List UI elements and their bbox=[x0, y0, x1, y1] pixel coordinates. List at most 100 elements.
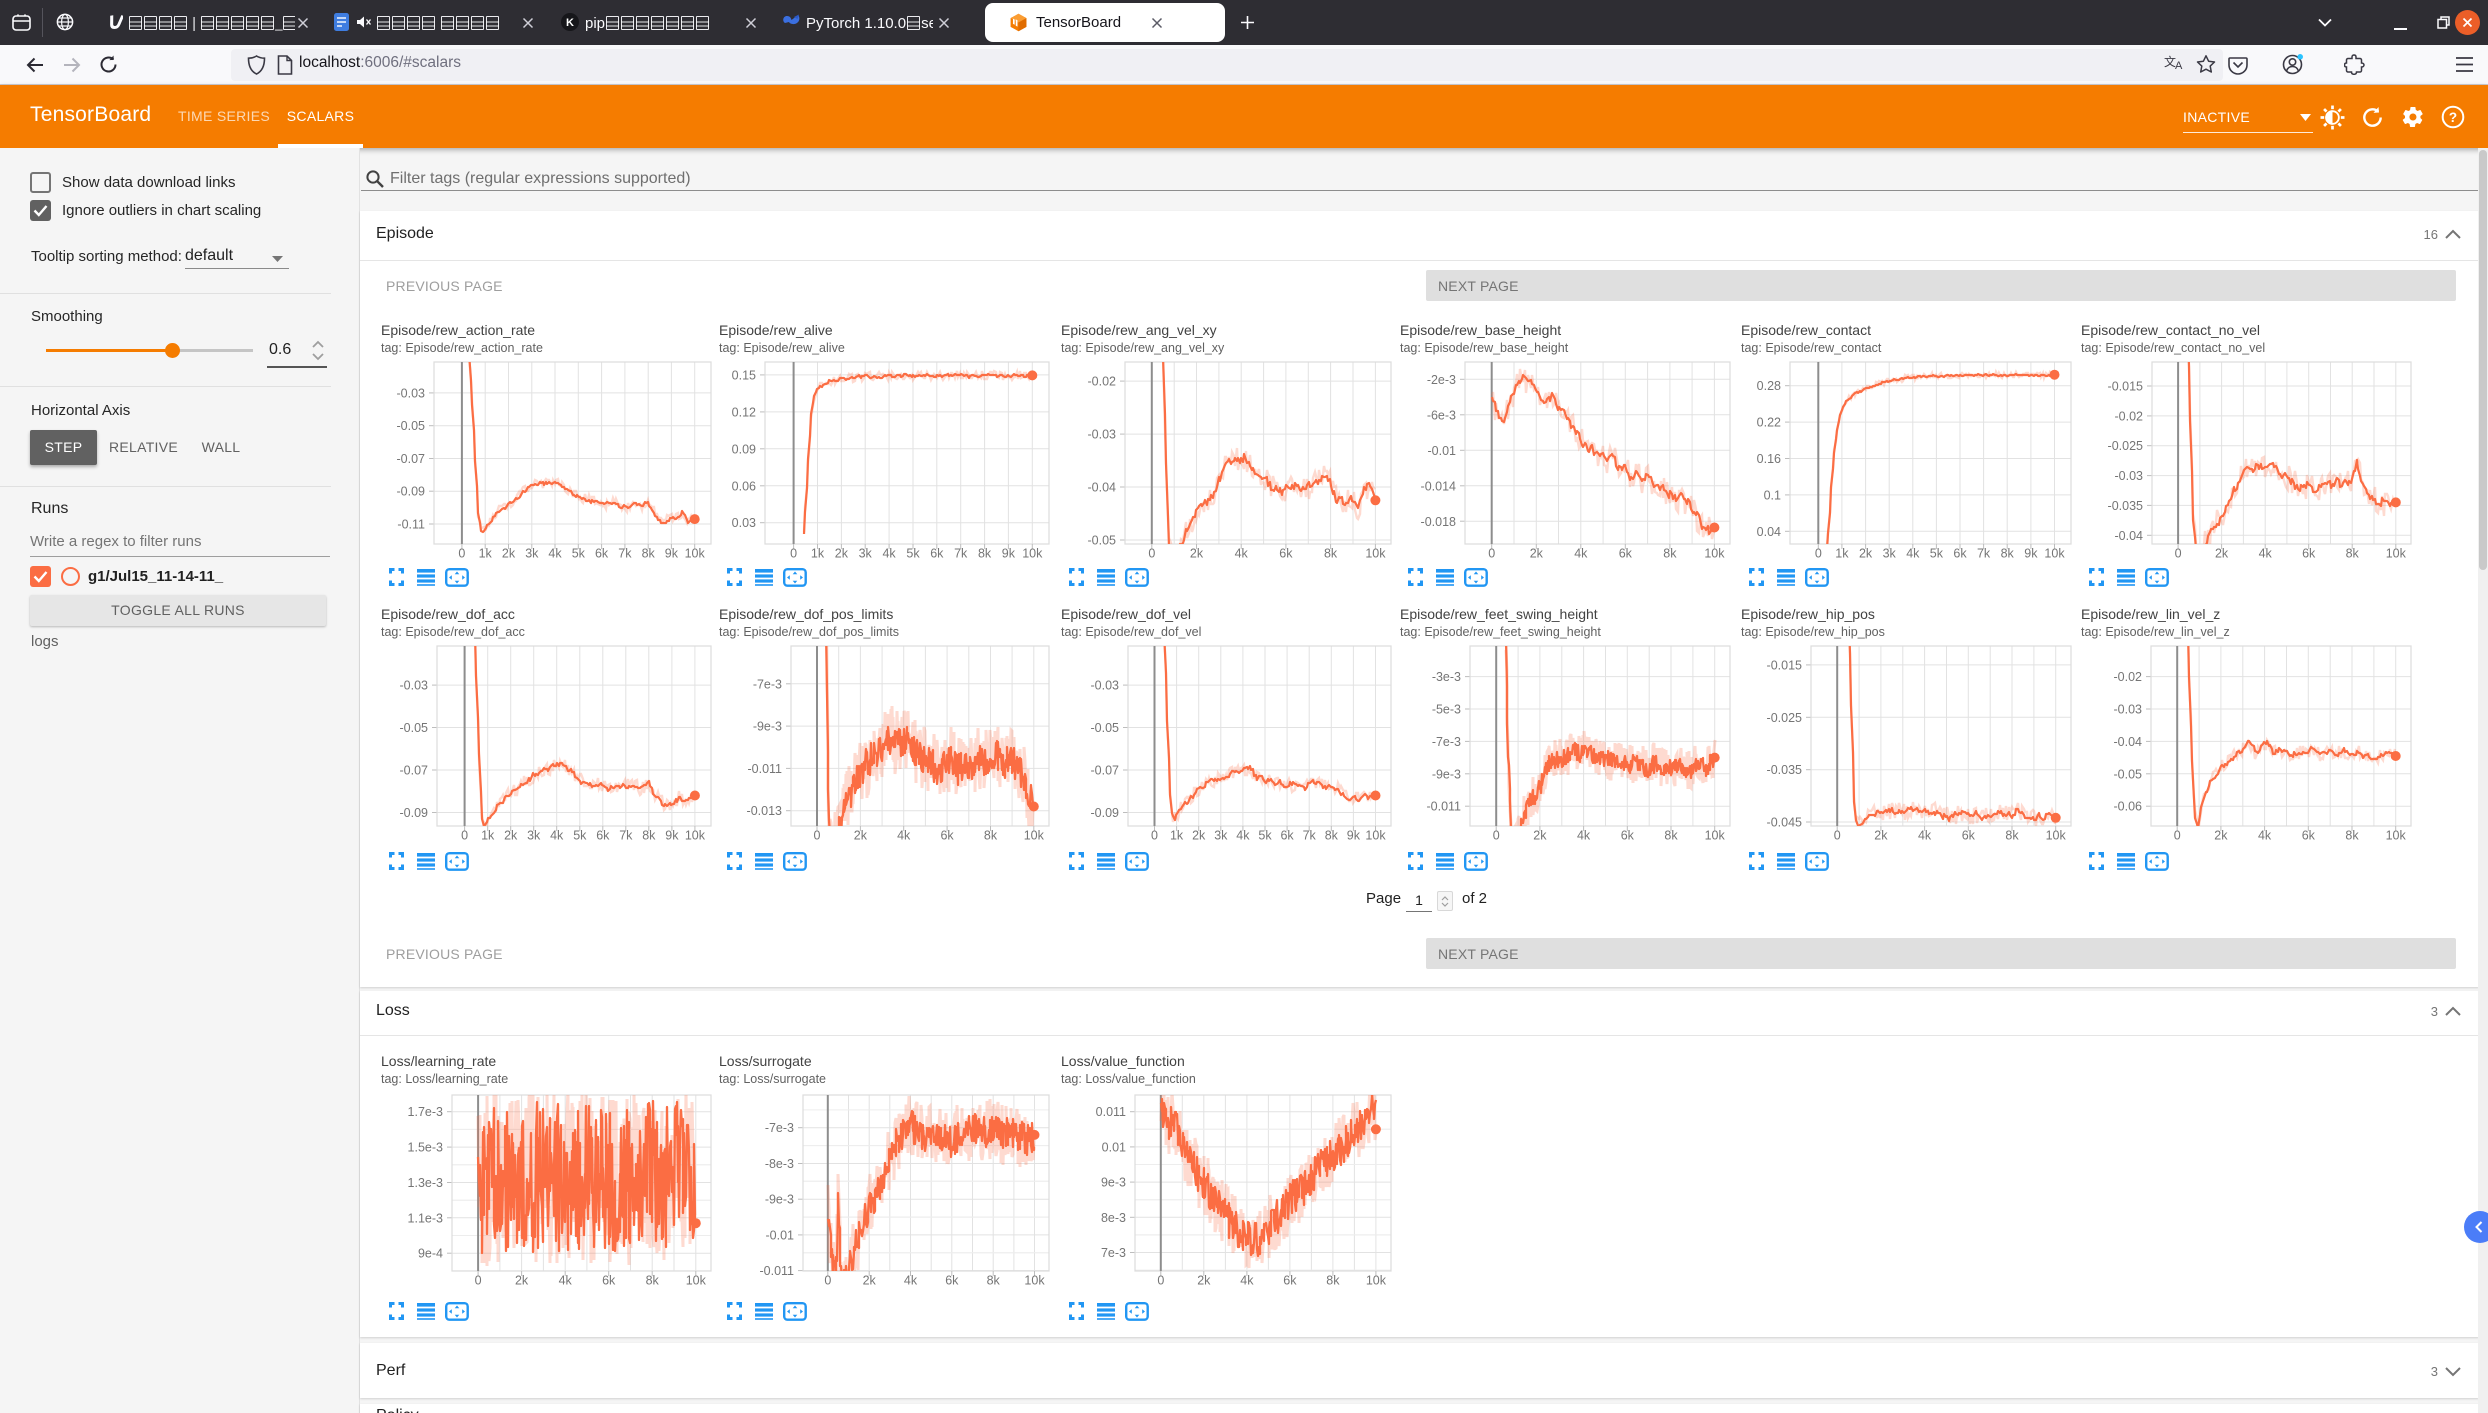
svg-text:-5e-3: -5e-3 bbox=[1432, 703, 1461, 717]
svg-text:0: 0 bbox=[1493, 829, 1500, 843]
svg-text:6k: 6k bbox=[1619, 547, 1633, 561]
svg-text:6k: 6k bbox=[1953, 547, 1967, 561]
svg-text:-0.01: -0.01 bbox=[1428, 444, 1457, 458]
svg-text:-0.05: -0.05 bbox=[2114, 767, 2143, 781]
svg-text:-0.011: -0.011 bbox=[747, 762, 782, 776]
svg-text:10k: 10k bbox=[2046, 829, 2067, 843]
svg-text:1k: 1k bbox=[1835, 547, 1849, 561]
svg-text:5k: 5k bbox=[573, 829, 587, 843]
svg-text:-0.03: -0.03 bbox=[1091, 679, 1120, 693]
svg-text:4k: 4k bbox=[550, 829, 564, 843]
svg-text:8k: 8k bbox=[1325, 829, 1339, 843]
svg-text:2k: 2k bbox=[515, 1274, 529, 1288]
svg-text:4k: 4k bbox=[2258, 829, 2272, 843]
svg-text:-7e-3: -7e-3 bbox=[765, 1121, 794, 1135]
svg-text:0.28: 0.28 bbox=[1757, 379, 1781, 393]
svg-text:4k: 4k bbox=[1577, 829, 1591, 843]
svg-text:8k: 8k bbox=[2346, 547, 2360, 561]
svg-text:9k: 9k bbox=[1347, 829, 1361, 843]
svg-text:-0.015: -0.015 bbox=[1767, 658, 1802, 672]
svg-text:6k: 6k bbox=[1280, 829, 1294, 843]
svg-text:2k: 2k bbox=[1533, 829, 1547, 843]
svg-text:1k: 1k bbox=[481, 829, 495, 843]
svg-text:2k: 2k bbox=[854, 829, 868, 843]
svg-text:4k: 4k bbox=[897, 829, 911, 843]
svg-text:6k: 6k bbox=[930, 547, 944, 561]
svg-text:10k: 10k bbox=[1704, 547, 1725, 561]
svg-text:10k: 10k bbox=[1024, 1274, 1045, 1288]
svg-text:-0.03: -0.03 bbox=[2114, 703, 2143, 717]
svg-text:3k: 3k bbox=[859, 547, 873, 561]
svg-text:2k: 2k bbox=[1192, 829, 1206, 843]
svg-text:7e-3: 7e-3 bbox=[1101, 1246, 1126, 1260]
svg-text:7k: 7k bbox=[619, 829, 633, 843]
svg-text:0: 0 bbox=[1815, 547, 1822, 561]
svg-text:0: 0 bbox=[2175, 547, 2182, 561]
svg-text:-0.014: -0.014 bbox=[1421, 479, 1456, 493]
svg-text:4k: 4k bbox=[1574, 547, 1588, 561]
svg-text:-0.011: -0.011 bbox=[759, 1264, 794, 1278]
svg-text:-3e-3: -3e-3 bbox=[1432, 670, 1461, 684]
svg-text:-0.025: -0.025 bbox=[2108, 439, 2143, 453]
svg-text:1k: 1k bbox=[811, 547, 825, 561]
svg-text:6k: 6k bbox=[940, 829, 954, 843]
svg-text:0.01: 0.01 bbox=[1102, 1140, 1126, 1154]
svg-text:-0.05: -0.05 bbox=[1091, 721, 1120, 735]
svg-text:1.1e-3: 1.1e-3 bbox=[408, 1211, 443, 1225]
svg-text:K: K bbox=[566, 17, 574, 29]
svg-text:0.22: 0.22 bbox=[1757, 416, 1781, 430]
svg-text:3k: 3k bbox=[525, 547, 539, 561]
svg-text:7k: 7k bbox=[618, 547, 632, 561]
svg-text:6k: 6k bbox=[1283, 1274, 1297, 1288]
svg-text:4k: 4k bbox=[882, 547, 896, 561]
svg-text:-0.07: -0.07 bbox=[400, 764, 429, 778]
svg-text:0: 0 bbox=[2174, 829, 2181, 843]
svg-text:0.03: 0.03 bbox=[732, 516, 756, 530]
svg-text:10k: 10k bbox=[1365, 547, 1386, 561]
svg-text:4k: 4k bbox=[1236, 829, 1250, 843]
svg-text:0: 0 bbox=[1151, 829, 1158, 843]
svg-text:3k: 3k bbox=[1214, 829, 1228, 843]
svg-text:-9e-3: -9e-3 bbox=[765, 1193, 794, 1207]
svg-text:8k: 8k bbox=[1664, 829, 1678, 843]
svg-text:3k: 3k bbox=[1883, 547, 1897, 561]
svg-text:-0.05: -0.05 bbox=[400, 721, 429, 735]
svg-text:6k: 6k bbox=[2302, 829, 2316, 843]
svg-text:8k: 8k bbox=[1326, 1274, 1340, 1288]
svg-text:10k: 10k bbox=[2386, 829, 2407, 843]
svg-text:0: 0 bbox=[1157, 1274, 1164, 1288]
svg-text:0: 0 bbox=[790, 547, 797, 561]
svg-text:4k: 4k bbox=[559, 1274, 573, 1288]
svg-text:-0.03: -0.03 bbox=[397, 386, 426, 400]
svg-text:0.011: 0.011 bbox=[1096, 1105, 1126, 1119]
svg-text:-9e-3: -9e-3 bbox=[1432, 767, 1461, 781]
svg-text:2k: 2k bbox=[2215, 547, 2229, 561]
svg-text:8k: 8k bbox=[987, 1274, 1001, 1288]
svg-text:8k: 8k bbox=[2345, 829, 2359, 843]
svg-text:4k: 4k bbox=[1918, 829, 1932, 843]
svg-text:-0.07: -0.07 bbox=[397, 452, 426, 466]
svg-text:0: 0 bbox=[814, 829, 821, 843]
svg-text:8k: 8k bbox=[646, 1274, 660, 1288]
svg-text:10k: 10k bbox=[1022, 547, 1043, 561]
svg-text:7k: 7k bbox=[1977, 547, 1991, 561]
svg-text:4k: 4k bbox=[1235, 547, 1249, 561]
svg-text:0.16: 0.16 bbox=[1757, 452, 1781, 466]
svg-text:-0.035: -0.035 bbox=[1767, 763, 1802, 777]
svg-text:1.3e-3: 1.3e-3 bbox=[408, 1176, 443, 1190]
svg-text:-0.035: -0.035 bbox=[2108, 499, 2143, 513]
svg-text:4k: 4k bbox=[2259, 547, 2273, 561]
svg-text:-0.05: -0.05 bbox=[397, 419, 426, 433]
svg-text:8k: 8k bbox=[642, 829, 656, 843]
svg-text:1.5e-3: 1.5e-3 bbox=[408, 1141, 443, 1155]
svg-text:4k: 4k bbox=[904, 1274, 918, 1288]
svg-text:-2e-3: -2e-3 bbox=[1427, 373, 1456, 387]
svg-text:5k: 5k bbox=[1930, 547, 1944, 561]
svg-text:?: ? bbox=[2449, 110, 2457, 125]
svg-text:4k: 4k bbox=[1240, 1274, 1254, 1288]
svg-text:6k: 6k bbox=[1621, 829, 1635, 843]
svg-text:10k: 10k bbox=[1365, 829, 1386, 843]
svg-text:0.1: 0.1 bbox=[1764, 488, 1781, 502]
svg-text:-7e-3: -7e-3 bbox=[1432, 735, 1461, 749]
svg-text:8k: 8k bbox=[978, 547, 992, 561]
